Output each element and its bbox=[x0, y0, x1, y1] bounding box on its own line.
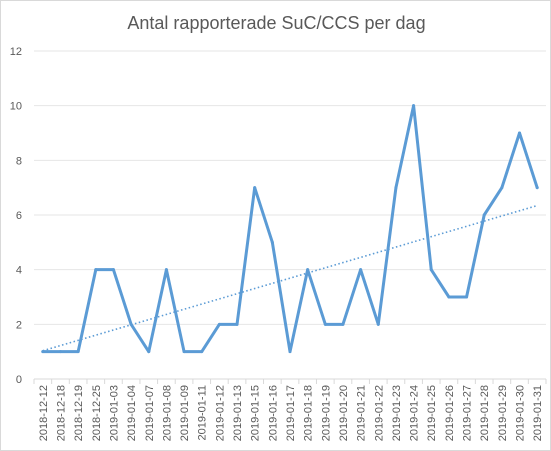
data-point bbox=[412, 104, 416, 108]
data-point bbox=[58, 350, 62, 354]
x-tick-label: 2019-01-17 bbox=[285, 385, 297, 441]
trendline bbox=[42, 204, 538, 352]
y-tick-label: 4 bbox=[16, 265, 22, 277]
data-point bbox=[341, 322, 345, 326]
data-point bbox=[182, 350, 186, 354]
x-tick-label: 2019-01-15 bbox=[250, 385, 262, 441]
x-tick-label: 2019-01-18 bbox=[303, 385, 315, 441]
y-tick-label: 0 bbox=[16, 374, 22, 386]
data-point bbox=[429, 268, 433, 272]
x-tick-label: 2019-01-29 bbox=[497, 385, 509, 441]
data-point bbox=[94, 268, 98, 272]
x-tick-label: 2019-01-26 bbox=[444, 385, 456, 441]
x-tick-label: 2019-01-22 bbox=[373, 385, 385, 441]
data-point bbox=[359, 268, 363, 272]
x-tick-label: 2019-01-16 bbox=[267, 385, 279, 441]
data-point bbox=[217, 322, 221, 326]
x-tick-label: 2019-01-19 bbox=[320, 385, 332, 441]
x-tick-label: 2019-01-24 bbox=[409, 385, 421, 441]
data-point bbox=[147, 350, 151, 354]
data-point bbox=[323, 322, 327, 326]
series-line bbox=[41, 104, 539, 354]
data-point bbox=[288, 350, 292, 354]
chart-title: Antal rapporterade SuC/CCS per dag bbox=[127, 13, 426, 33]
x-tick-label: 2019-01-09 bbox=[179, 385, 191, 441]
x-tick-label: 2019-01-31 bbox=[532, 385, 544, 441]
data-point bbox=[535, 186, 539, 190]
x-tick-label: 2019-01-25 bbox=[426, 385, 438, 441]
x-tick-label: 2019-01-21 bbox=[356, 385, 368, 441]
x-tick-label: 2018-12-18 bbox=[55, 385, 67, 441]
x-tick-label: 2018-12-12 bbox=[38, 385, 50, 441]
data-point bbox=[200, 350, 204, 354]
data-point bbox=[500, 186, 504, 190]
y-tick-label: 6 bbox=[16, 210, 22, 222]
data-point bbox=[465, 295, 469, 299]
x-tick-label: 2019-01-11 bbox=[197, 385, 209, 440]
x-tick-label: 2019-01-08 bbox=[161, 385, 173, 441]
data-point bbox=[394, 186, 398, 190]
data-point bbox=[376, 322, 380, 326]
x-tick-label: 2018-12-25 bbox=[91, 385, 103, 441]
data-point bbox=[253, 186, 257, 190]
data-point bbox=[270, 240, 274, 244]
x-tick-label: 2019-01-30 bbox=[515, 385, 527, 441]
y-tick-label: 2 bbox=[16, 319, 22, 331]
x-tick-label: 2018-12-19 bbox=[73, 385, 85, 441]
data-point bbox=[482, 213, 486, 217]
x-tick-label: 2019-01-28 bbox=[479, 385, 491, 441]
data-point bbox=[76, 350, 80, 354]
data-point bbox=[447, 295, 451, 299]
x-tick-label: 2019-01-13 bbox=[232, 385, 244, 441]
data-point bbox=[306, 268, 310, 272]
y-tick-label: 10 bbox=[10, 101, 22, 113]
x-tick-label: 2019-01-04 bbox=[126, 385, 138, 441]
y-tick-label: 8 bbox=[16, 155, 22, 167]
x-tick-label: 2019-01-03 bbox=[108, 385, 120, 441]
x-tick-label: 2019-01-07 bbox=[144, 385, 156, 441]
x-tick-label: 2019-01-23 bbox=[391, 385, 403, 441]
x-tick-label: 2019-01-27 bbox=[462, 385, 474, 441]
x-tick-label: 2019-01-12 bbox=[214, 385, 226, 441]
y-tick-label: 12 bbox=[10, 46, 22, 58]
data-point bbox=[164, 268, 168, 272]
data-point bbox=[518, 131, 522, 135]
data-point bbox=[111, 268, 115, 272]
data-point bbox=[235, 322, 239, 326]
x-tick-label: 2019-01-20 bbox=[338, 385, 350, 441]
